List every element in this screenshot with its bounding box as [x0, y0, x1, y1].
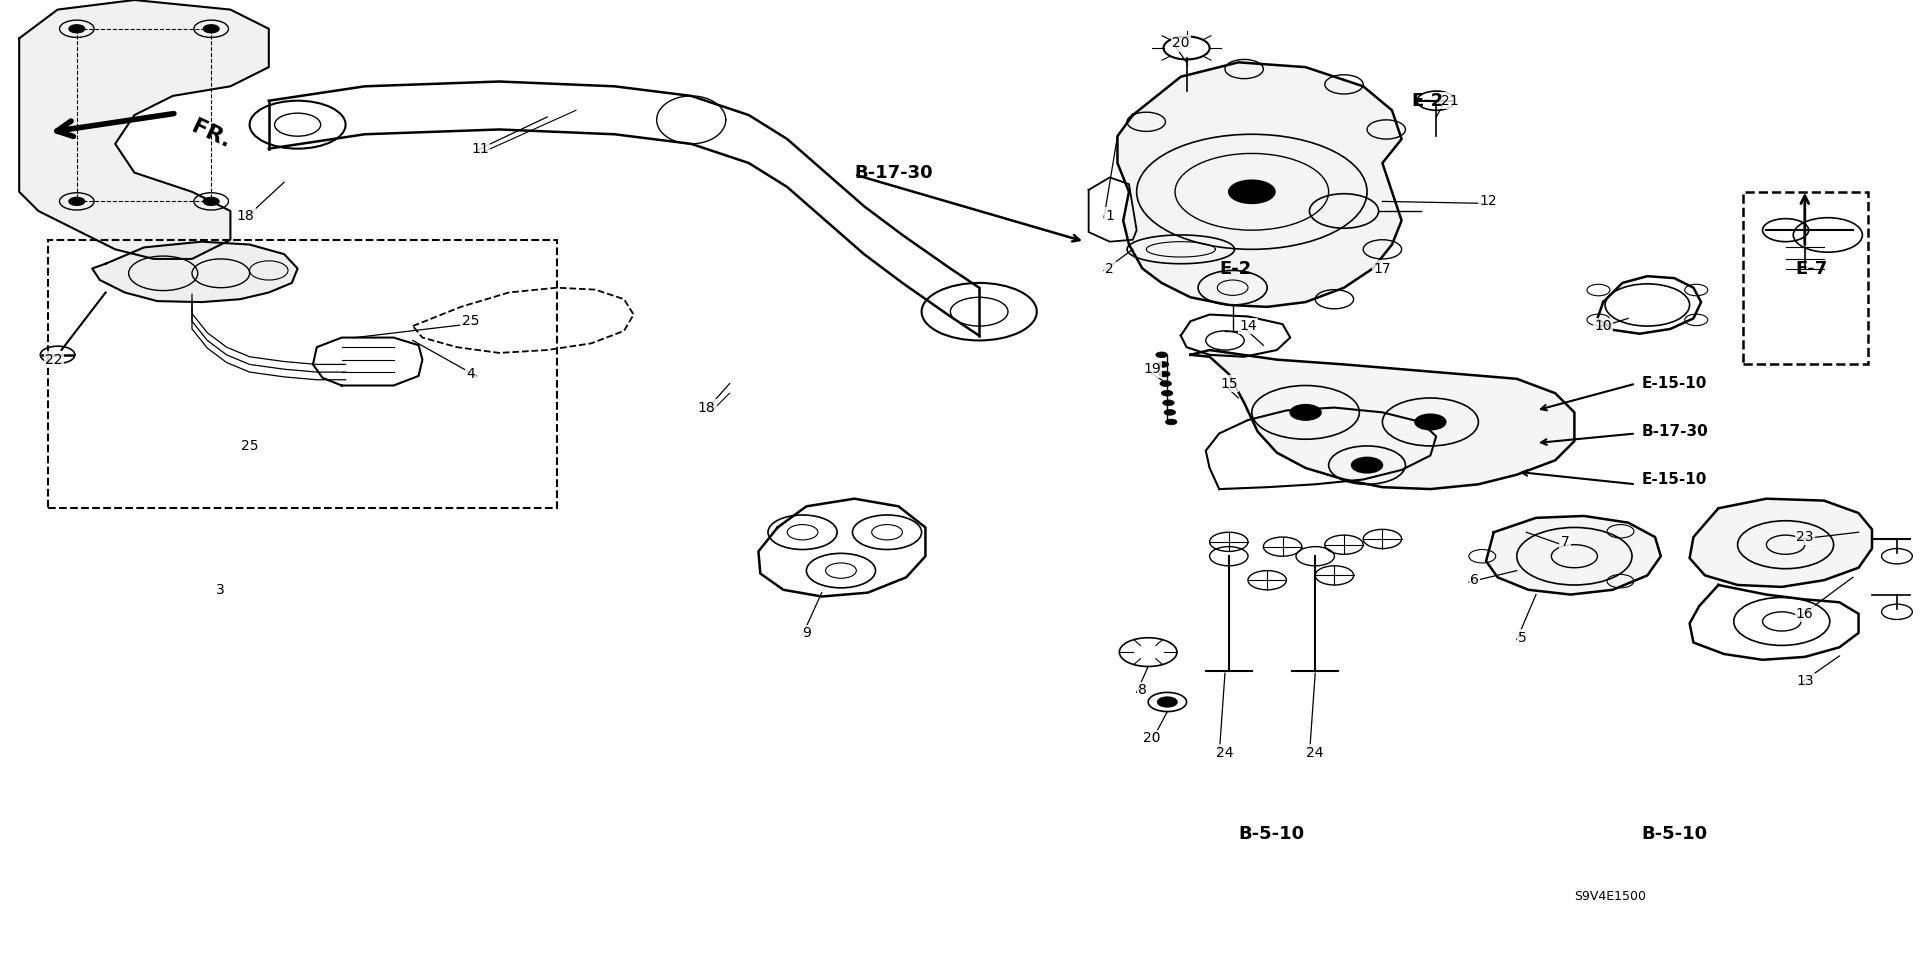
Text: E-15-10: E-15-10	[1642, 472, 1707, 487]
Circle shape	[1165, 419, 1177, 425]
Circle shape	[1162, 390, 1173, 396]
Text: 20: 20	[1171, 36, 1190, 50]
Circle shape	[1156, 352, 1167, 358]
Text: 13: 13	[1795, 674, 1814, 688]
Text: 23: 23	[1795, 530, 1814, 544]
Circle shape	[1158, 697, 1177, 707]
Circle shape	[1352, 457, 1382, 473]
Text: FR.: FR.	[188, 117, 234, 152]
Text: 3: 3	[217, 583, 225, 596]
Text: B-17-30: B-17-30	[854, 164, 933, 181]
Polygon shape	[19, 0, 269, 259]
Polygon shape	[1190, 350, 1574, 489]
Text: 24: 24	[1306, 746, 1325, 760]
Circle shape	[69, 25, 84, 33]
Text: 6: 6	[1471, 573, 1478, 587]
Text: 1: 1	[1106, 209, 1114, 222]
Text: S9V4E1500: S9V4E1500	[1574, 890, 1645, 903]
Circle shape	[1229, 180, 1275, 203]
Circle shape	[1160, 381, 1171, 386]
Polygon shape	[1486, 516, 1661, 595]
Circle shape	[1158, 362, 1169, 367]
Text: 21: 21	[1440, 94, 1459, 107]
Text: B-5-10: B-5-10	[1642, 826, 1707, 843]
Text: E-2: E-2	[1219, 260, 1252, 277]
Text: 12: 12	[1478, 195, 1498, 208]
Text: 2: 2	[1106, 262, 1114, 275]
Circle shape	[204, 198, 219, 205]
Text: 20: 20	[1142, 732, 1162, 745]
Text: 10: 10	[1594, 319, 1613, 333]
Text: 19: 19	[1142, 363, 1162, 376]
Text: 9: 9	[803, 626, 810, 640]
Circle shape	[69, 198, 84, 205]
Text: 8: 8	[1139, 684, 1146, 697]
Circle shape	[1415, 414, 1446, 430]
Text: E-15-10: E-15-10	[1642, 376, 1707, 391]
Circle shape	[1158, 371, 1169, 377]
Circle shape	[1164, 409, 1175, 415]
Polygon shape	[92, 242, 298, 302]
Text: E-2: E-2	[1411, 92, 1444, 109]
Circle shape	[1164, 400, 1175, 406]
Bar	[1743, 192, 1868, 364]
Text: 14: 14	[1238, 319, 1258, 333]
Text: 5: 5	[1519, 631, 1526, 644]
Text: 18: 18	[697, 401, 716, 414]
Text: B-17-30: B-17-30	[1642, 424, 1709, 439]
Text: 7: 7	[1561, 535, 1569, 549]
Text: 17: 17	[1373, 262, 1392, 275]
Text: 25: 25	[240, 439, 259, 453]
Text: B-5-10: B-5-10	[1238, 826, 1304, 843]
Text: 15: 15	[1219, 377, 1238, 390]
Text: 16: 16	[1795, 607, 1814, 620]
Polygon shape	[1117, 62, 1402, 307]
Text: 18: 18	[236, 209, 255, 222]
Text: E-7: E-7	[1795, 260, 1828, 277]
Text: 11: 11	[470, 142, 490, 155]
Text: 25: 25	[461, 315, 480, 328]
Circle shape	[1290, 405, 1321, 420]
Text: 22: 22	[44, 353, 63, 366]
Bar	[48, 240, 557, 508]
Text: 24: 24	[1215, 746, 1235, 760]
Text: 4: 4	[467, 367, 474, 381]
Polygon shape	[1690, 499, 1872, 587]
Circle shape	[204, 25, 219, 33]
